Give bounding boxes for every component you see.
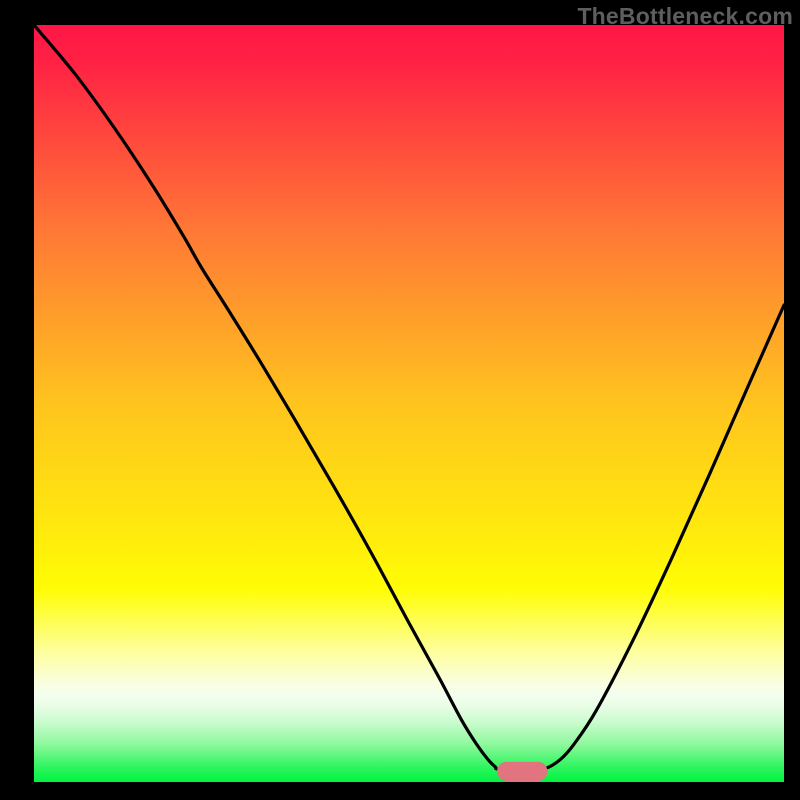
plot-area <box>34 25 784 782</box>
chart-container: TheBottleneck.com <box>0 0 800 800</box>
plot-svg <box>34 25 784 782</box>
bottleneck-curve <box>34 25 784 769</box>
watermark-text: TheBottleneck.com <box>577 3 793 30</box>
optimal-marker <box>498 762 548 780</box>
